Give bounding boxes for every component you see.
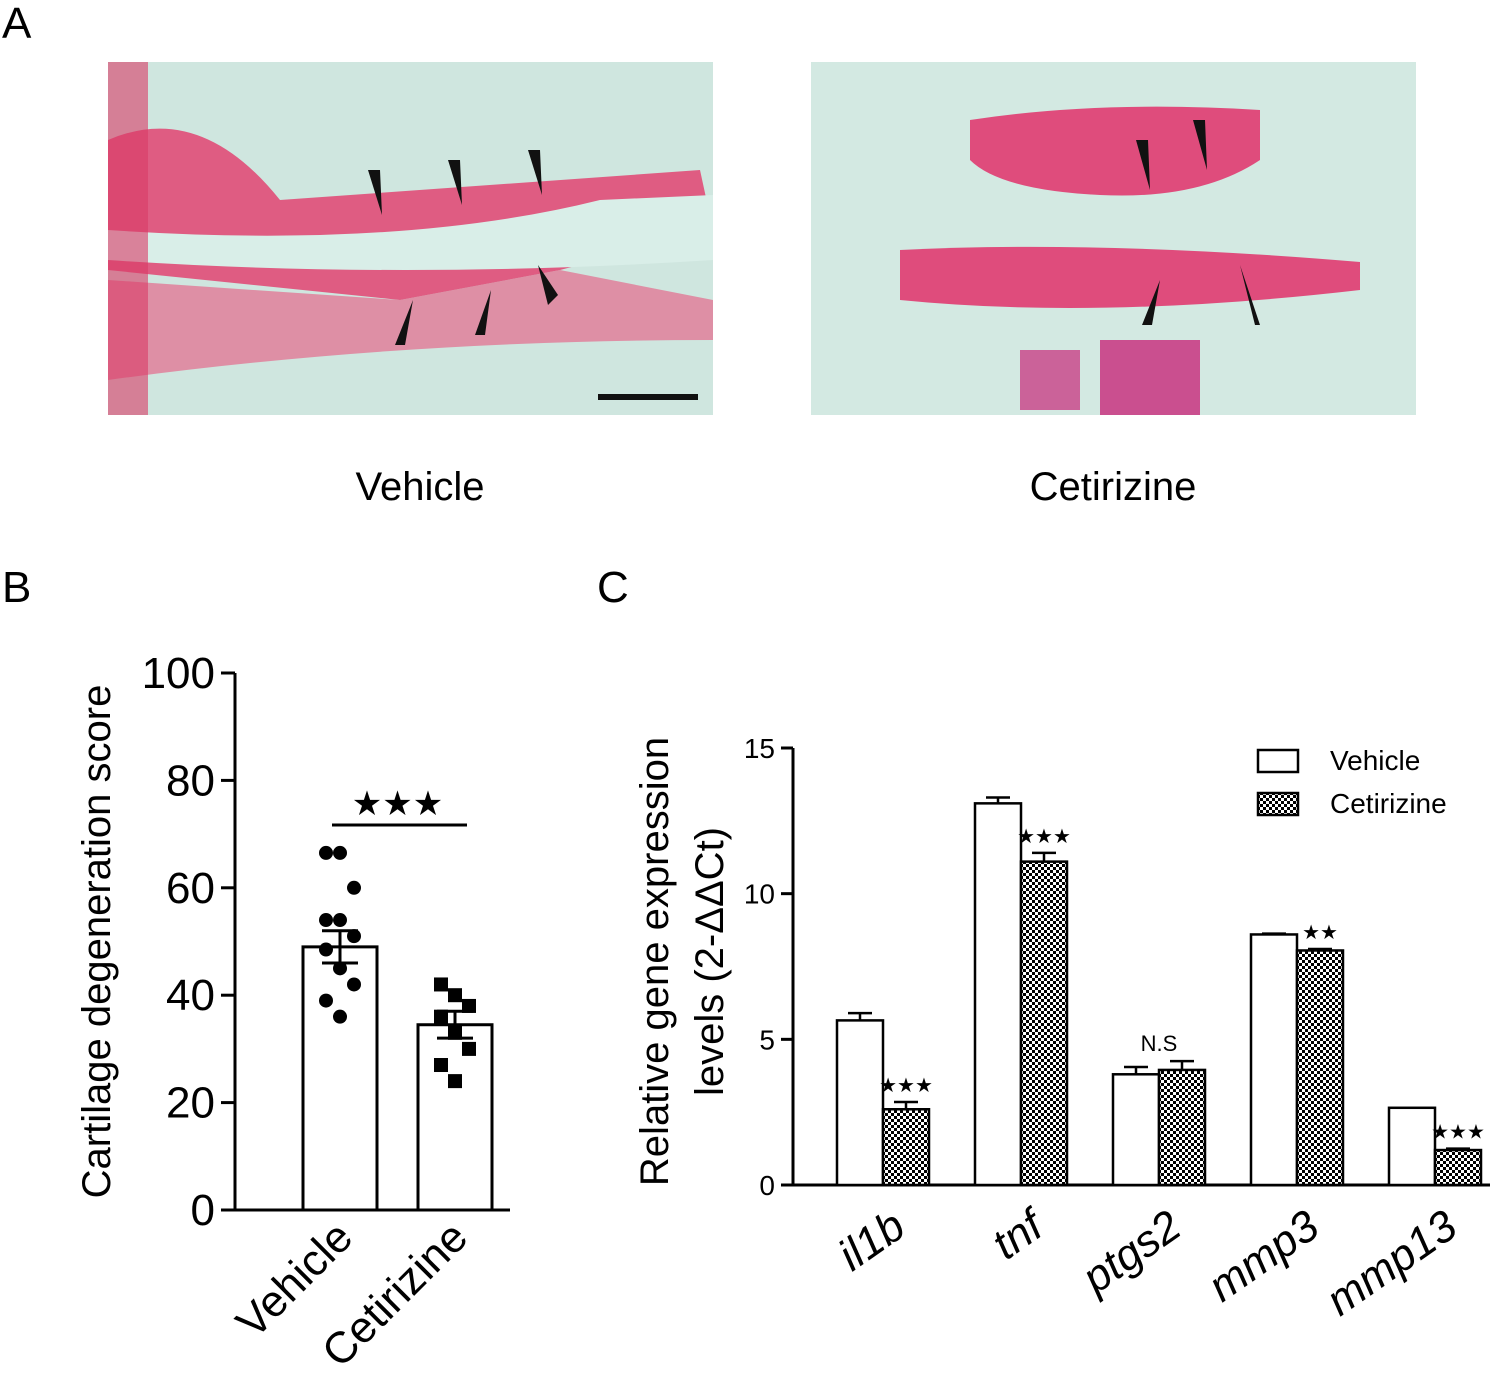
x-tick-label: tnf <box>984 1198 1056 1269</box>
bar <box>1249 933 1299 1187</box>
panel-label: C <box>597 563 629 612</box>
data-point <box>347 880 361 895</box>
y-tick-label: 100 <box>142 649 215 698</box>
y-tick-label: 80 <box>166 756 215 805</box>
micrograph <box>108 62 713 415</box>
bar <box>973 802 1023 1187</box>
data-point <box>434 1058 448 1073</box>
data-point <box>434 977 448 992</box>
bar <box>1387 1106 1437 1187</box>
image-caption: Cetirizine <box>1030 465 1197 509</box>
y-tick-label: 0 <box>759 1170 775 1201</box>
legend-label: Vehicle <box>1330 745 1420 776</box>
y-tick-label: 40 <box>166 971 215 1020</box>
legend-swatch <box>1256 748 1300 774</box>
data-point <box>462 998 476 1013</box>
micrograph <box>811 62 1416 415</box>
bar <box>1019 860 1069 1187</box>
panel-label: A <box>2 0 32 48</box>
data-point <box>434 1009 448 1024</box>
significance-label: N.S <box>1141 1031 1178 1056</box>
y-axis-label: levels (2-ΔΔCt) <box>688 827 732 1096</box>
legend-swatch <box>1256 791 1300 817</box>
x-tick-label: mmp13 <box>1317 1201 1466 1326</box>
error-bar <box>986 796 1010 804</box>
y-tick-label: 0 <box>191 1186 215 1235</box>
data-point <box>333 1009 347 1024</box>
data-point <box>448 988 462 1003</box>
bar <box>881 1108 931 1187</box>
data-point <box>319 993 333 1008</box>
bar <box>1295 949 1345 1187</box>
error-bar <box>894 1100 918 1110</box>
bar <box>835 1019 885 1187</box>
bar <box>416 1023 494 1212</box>
data-point <box>333 845 347 860</box>
error-bar <box>848 1011 872 1021</box>
panel-label: B <box>2 563 31 612</box>
data-point <box>319 845 333 860</box>
error-bar <box>1308 947 1332 951</box>
bar <box>1433 1148 1483 1187</box>
y-tick-label: 15 <box>744 733 775 764</box>
y-tick-label: 20 <box>166 1079 215 1128</box>
data-point <box>333 913 347 928</box>
y-tick-label: 5 <box>759 1024 775 1055</box>
bar <box>1157 1068 1207 1187</box>
bar <box>1111 1073 1161 1187</box>
significance-label: ★★ <box>1302 922 1338 944</box>
data-point <box>347 977 361 992</box>
significance-label: ★★★ <box>879 1075 933 1097</box>
error-bar <box>1446 1147 1470 1151</box>
significance-label: ★★★ <box>1431 1122 1485 1144</box>
data-point <box>448 1074 462 1089</box>
error-bar <box>1124 1065 1148 1075</box>
data-point <box>448 1025 462 1040</box>
error-bar <box>1262 932 1286 935</box>
x-tick-label: mmp3 <box>1199 1201 1328 1312</box>
y-axis-label: Cartilage degeneration score <box>75 685 119 1199</box>
data-point <box>319 913 333 928</box>
significance-label: ★★★ <box>352 785 443 823</box>
y-tick-label: 10 <box>744 879 775 910</box>
x-tick-label: il1b <box>830 1201 914 1280</box>
data-point <box>333 961 347 976</box>
legend-label: Cetirizine <box>1330 788 1447 819</box>
error-bar <box>1170 1059 1194 1070</box>
data-point <box>319 942 333 957</box>
data-point <box>347 929 361 944</box>
significance-label: ★★★ <box>1017 826 1071 848</box>
data-point <box>462 1041 476 1056</box>
error-bar <box>1032 851 1056 862</box>
x-tick-label: ptgs2 <box>1072 1201 1190 1304</box>
y-axis-label: Relative gene expression <box>633 737 677 1186</box>
y-tick-label: 60 <box>166 864 215 913</box>
image-caption: Vehicle <box>356 465 485 509</box>
bar <box>301 945 379 1212</box>
